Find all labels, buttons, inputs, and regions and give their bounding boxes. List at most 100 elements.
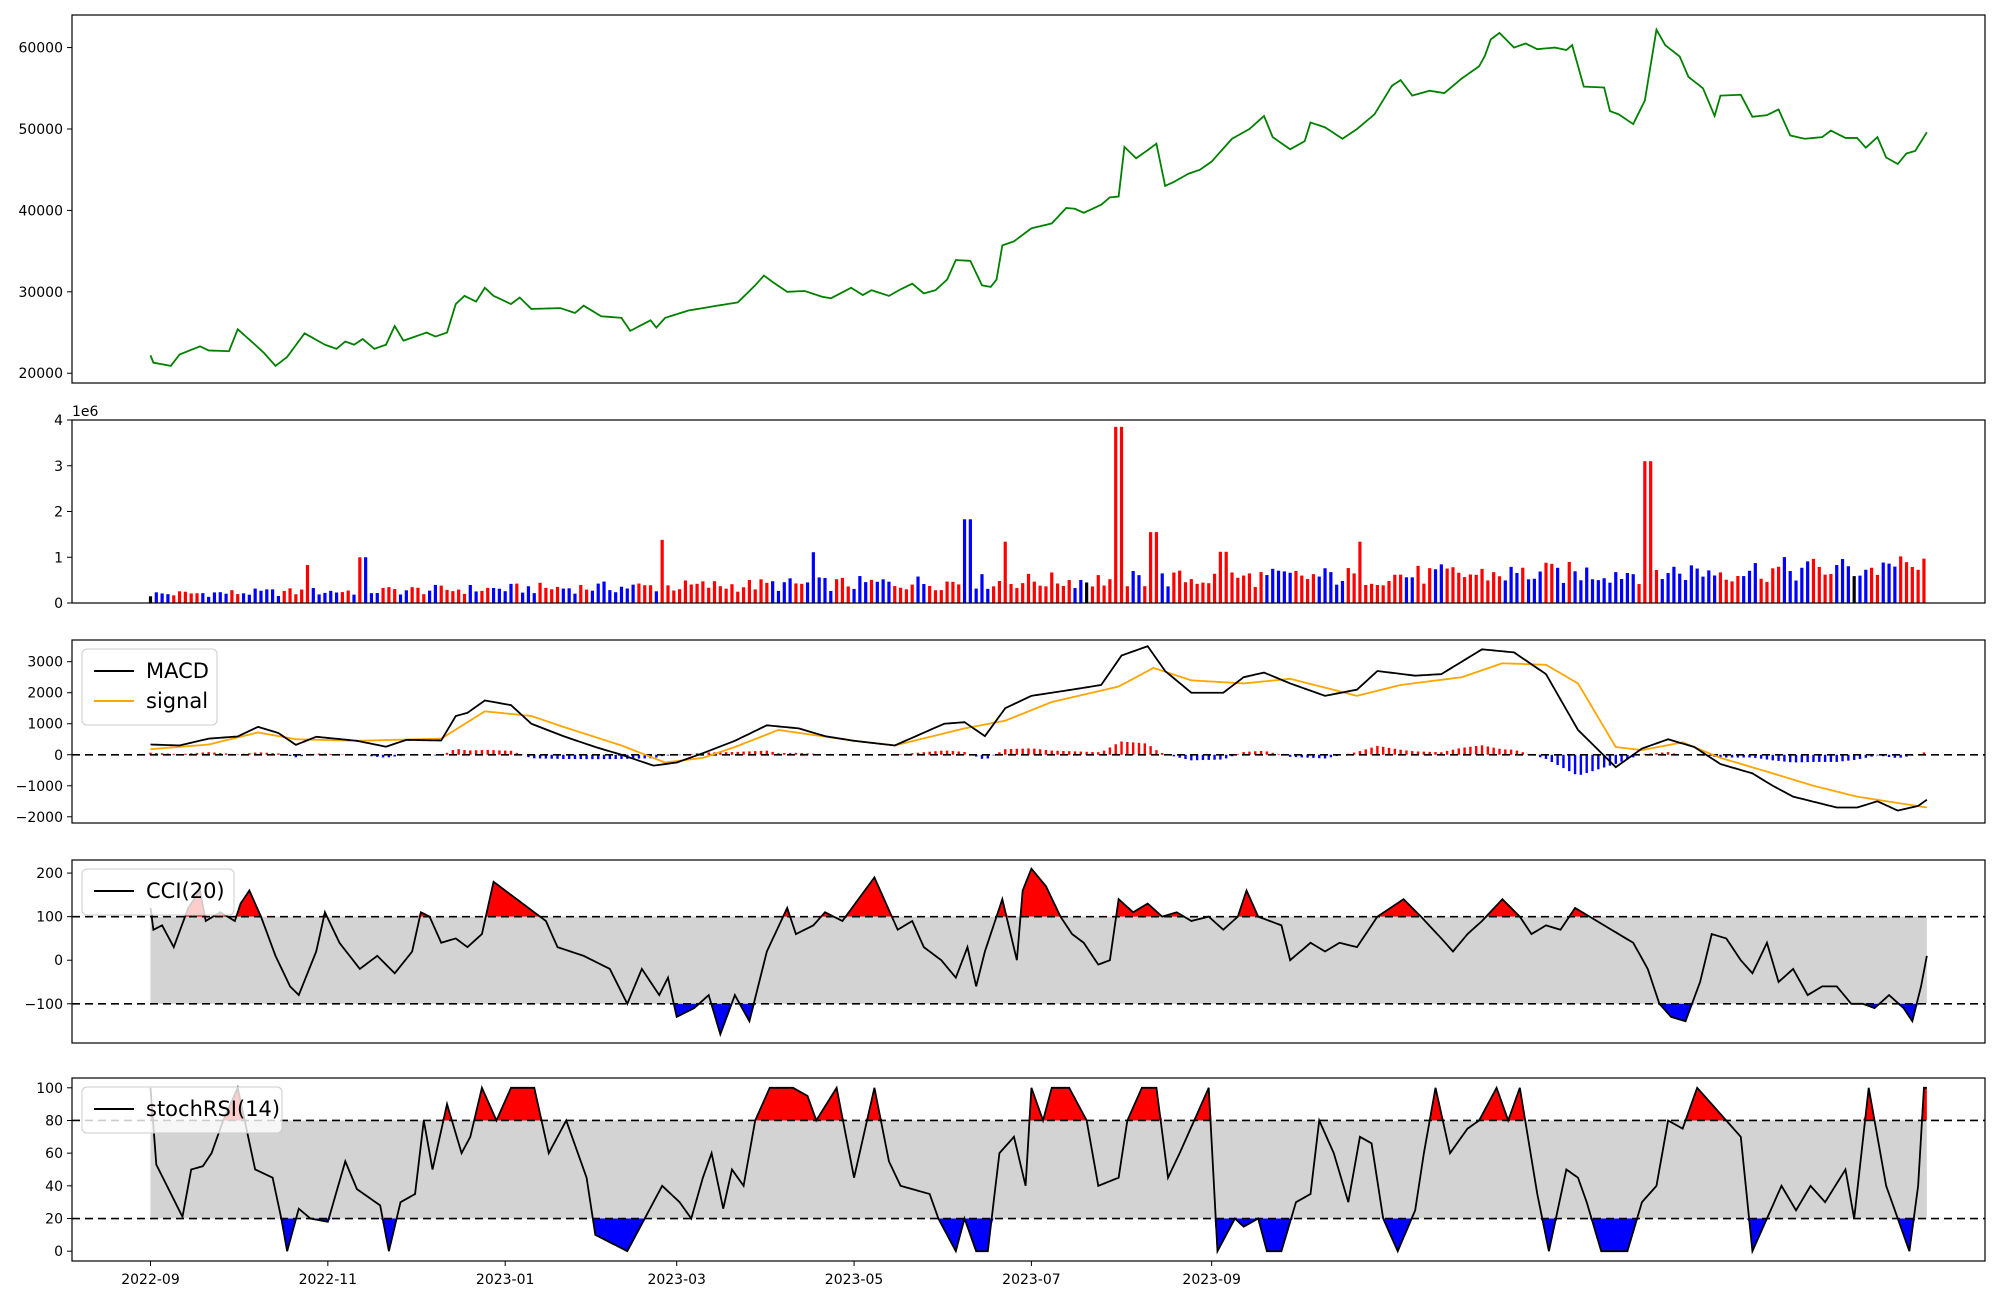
volume-bar (445, 589, 449, 603)
y-tick-label: 60 (45, 1146, 63, 1162)
macd-histogram-bar (387, 754, 391, 758)
volume-bar (1771, 568, 1775, 603)
macd-histogram-bar (1568, 754, 1571, 772)
macd-histogram-bar (759, 750, 763, 755)
volume-bar (1567, 561, 1571, 603)
volume-bar (1852, 576, 1856, 603)
oversold-fill (150, 1003, 1927, 1035)
volume-bar (1631, 574, 1635, 603)
macd-histogram-bar (620, 754, 623, 759)
macd-histogram-bar (1661, 752, 1664, 755)
volume-bar (474, 591, 478, 603)
volume-bar (241, 593, 246, 603)
macd-histogram-bar (1062, 750, 1065, 755)
y-tick-label: 2000 (27, 686, 63, 702)
macd-histogram-bar (690, 753, 693, 755)
volume-bar (1707, 570, 1711, 603)
volume-bar (1137, 575, 1141, 603)
volume-bar (1654, 570, 1659, 603)
macd-histogram-bar (1161, 753, 1164, 755)
volume-bar (1678, 573, 1682, 603)
macd-histogram-bar (1754, 754, 1757, 758)
volume-bar (1573, 571, 1577, 603)
volume-bar (1358, 541, 1362, 603)
volume-bar (515, 583, 519, 603)
volume-bar (992, 586, 996, 603)
volume-bar (1433, 569, 1438, 603)
volume-bar (631, 584, 635, 603)
macd-histogram-bar (1143, 743, 1146, 755)
volume-plot-area (148, 426, 1926, 603)
macd-histogram-bar (934, 751, 937, 755)
macd-histogram-bar (1248, 751, 1251, 755)
volume-bar (1556, 567, 1560, 603)
macd-histogram-bar (1469, 746, 1472, 755)
macd-histogram-bar (556, 754, 559, 759)
macd-histogram-bar (1201, 754, 1205, 761)
macd-histogram-bar (381, 754, 385, 758)
volume-bar (689, 584, 693, 603)
volume-bar (829, 590, 833, 603)
y-tick-label: 200 (36, 866, 63, 882)
macd-histogram-bar (207, 752, 210, 755)
macd-histogram-bar (1265, 751, 1269, 755)
volume-bar (1410, 577, 1414, 603)
macd-histogram-bar (1033, 748, 1036, 755)
volume-bar (1044, 586, 1048, 603)
macd-histogram-bar (1876, 754, 1879, 756)
volume-bar (236, 594, 240, 603)
macd-histogram-bar (1038, 749, 1042, 755)
macd-histogram-bar (1887, 754, 1891, 758)
macd-line (150, 645, 1928, 812)
volume-bar (1893, 566, 1897, 603)
macd-histogram-bar (1614, 754, 1617, 764)
volume-bar (393, 589, 397, 603)
volume-bar (1055, 583, 1060, 603)
volume-bar (1666, 573, 1670, 603)
macd-histogram-bar (259, 752, 263, 755)
volume-bar (1288, 572, 1292, 603)
macd-histogram-bar (1841, 754, 1844, 762)
macd-histogram-bar (614, 754, 617, 760)
volume-bar (1050, 572, 1054, 603)
volume-bar (1910, 567, 1914, 603)
macd-histogram-bar (1004, 749, 1007, 755)
volume-bar (1457, 572, 1461, 603)
volume-bar (1276, 570, 1281, 603)
y-tick-label: 4 (54, 413, 63, 429)
volume-bar (701, 581, 705, 603)
price-line (149, 26, 1928, 368)
volume-bar (160, 593, 164, 603)
volume-bar (462, 593, 467, 603)
volume-bar (1183, 582, 1188, 603)
macd-histogram-bar (1108, 747, 1112, 755)
macd-histogram-bar (1021, 748, 1024, 755)
macd-histogram-bar (1044, 749, 1048, 755)
macd-histogram-bar (1399, 749, 1402, 755)
macd-histogram-bar (992, 754, 995, 756)
macd-histogram-bar (1190, 754, 1193, 761)
volume-bar (1352, 573, 1356, 603)
volume-bar (1782, 557, 1786, 603)
volume-bar (573, 593, 577, 603)
volume-bar (1346, 568, 1350, 603)
macd-histogram-bar (655, 754, 658, 758)
macd-histogram-bar (1515, 750, 1519, 755)
volume-bar (416, 587, 420, 603)
stochrsi-panel: 0 20 40 60 80 100 stochRSI(14) 2022-09 2022-11… (36, 1077, 1986, 1288)
volume-bar (898, 587, 903, 603)
macd-histogram-bar (463, 750, 466, 755)
macd-histogram-bar (1411, 751, 1414, 755)
volume-bar (346, 590, 350, 603)
macd-histogram-bar (1730, 754, 1734, 758)
legend-label: CCI(20) (146, 879, 225, 903)
volume-bar (1253, 587, 1257, 603)
volume-bar (1846, 566, 1850, 603)
volume-bar (1695, 568, 1699, 603)
volume-bar (1317, 576, 1321, 603)
volume-bar (1503, 580, 1507, 603)
volume-bar (218, 592, 222, 603)
macd-histogram-bar (1381, 746, 1385, 755)
volume-bar (1422, 583, 1426, 603)
x-tick-label: 2023-05 (825, 1272, 884, 1288)
